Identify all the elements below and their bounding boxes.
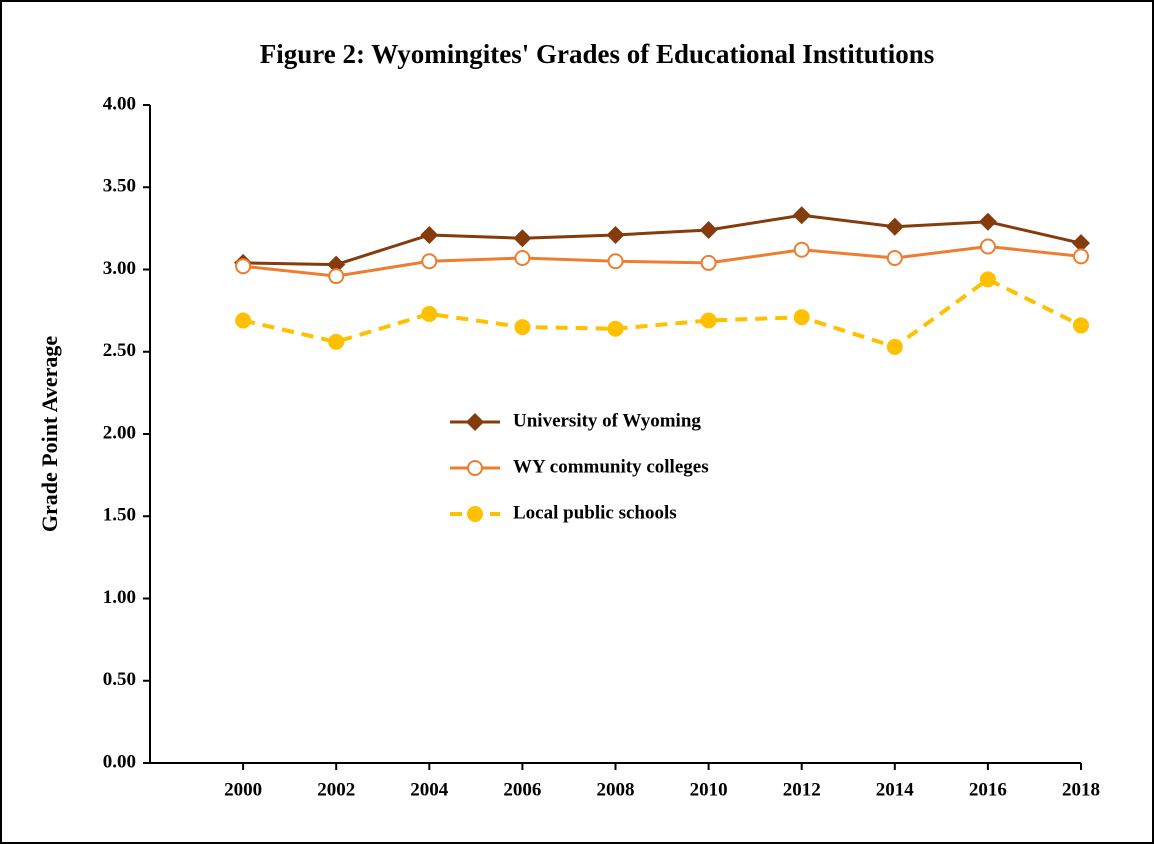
x-tick-label: 2012 bbox=[783, 779, 821, 800]
marker bbox=[1073, 248, 1089, 265]
y-tick-label: 3.00 bbox=[103, 258, 136, 279]
marker bbox=[514, 319, 531, 336]
legend-label: Local public schools bbox=[513, 502, 677, 523]
y-tick-label: 2.50 bbox=[103, 340, 136, 361]
marker bbox=[1072, 234, 1090, 253]
marker bbox=[700, 312, 717, 329]
marker bbox=[886, 249, 903, 266]
marker bbox=[606, 225, 625, 244]
y-tick-label: 0.00 bbox=[103, 751, 136, 772]
marker bbox=[421, 305, 438, 322]
legend-marker bbox=[467, 460, 483, 476]
marker bbox=[699, 221, 718, 240]
x-tick-label: 2008 bbox=[597, 779, 635, 800]
marker bbox=[514, 249, 531, 266]
legend-label: WY community colleges bbox=[513, 456, 709, 477]
marker bbox=[978, 212, 997, 231]
y-axis-label: Grade Point Average bbox=[37, 336, 62, 533]
series-line bbox=[242, 244, 1082, 278]
marker bbox=[607, 320, 624, 337]
marker bbox=[979, 238, 996, 255]
x-tick-label: 2000 bbox=[224, 779, 262, 800]
marker bbox=[700, 254, 717, 271]
series-line bbox=[242, 277, 1082, 350]
marker bbox=[235, 312, 252, 329]
marker bbox=[1073, 317, 1089, 334]
marker bbox=[886, 338, 903, 355]
marker bbox=[793, 309, 810, 326]
y-tick-label: 2.00 bbox=[103, 422, 136, 443]
y-tick-label: 1.50 bbox=[103, 505, 136, 526]
marker bbox=[235, 258, 252, 275]
x-tick-label: 2004 bbox=[410, 779, 449, 800]
marker bbox=[328, 333, 345, 350]
y-tick-label: 1.00 bbox=[103, 587, 136, 608]
marker bbox=[792, 206, 811, 225]
marker bbox=[607, 253, 624, 270]
marker bbox=[885, 217, 904, 236]
x-tick-label: 2002 bbox=[317, 779, 355, 800]
x-tick-label: 2010 bbox=[690, 779, 728, 800]
y-tick-label: 4.00 bbox=[103, 93, 136, 114]
x-tick-label: 2014 bbox=[876, 779, 915, 800]
marker bbox=[420, 225, 439, 244]
x-tick-label: 2016 bbox=[969, 779, 1007, 800]
series-line bbox=[243, 213, 1082, 267]
marker bbox=[513, 229, 532, 248]
marker bbox=[979, 271, 996, 288]
marker bbox=[421, 253, 438, 270]
y-tick-label: 3.50 bbox=[103, 176, 136, 197]
legend-label: University of Wyoming bbox=[513, 410, 701, 431]
x-tick-label: 2018 bbox=[1062, 779, 1100, 800]
y-tick-label: 0.50 bbox=[103, 669, 136, 690]
legend-marker bbox=[467, 506, 483, 522]
chart-title: Figure 2: Wyomingites' Grades of Educati… bbox=[260, 39, 935, 69]
x-tick-label: 2006 bbox=[503, 779, 541, 800]
marker bbox=[327, 255, 346, 274]
marker bbox=[793, 241, 810, 258]
marker bbox=[328, 268, 345, 285]
legend-marker bbox=[466, 413, 484, 431]
